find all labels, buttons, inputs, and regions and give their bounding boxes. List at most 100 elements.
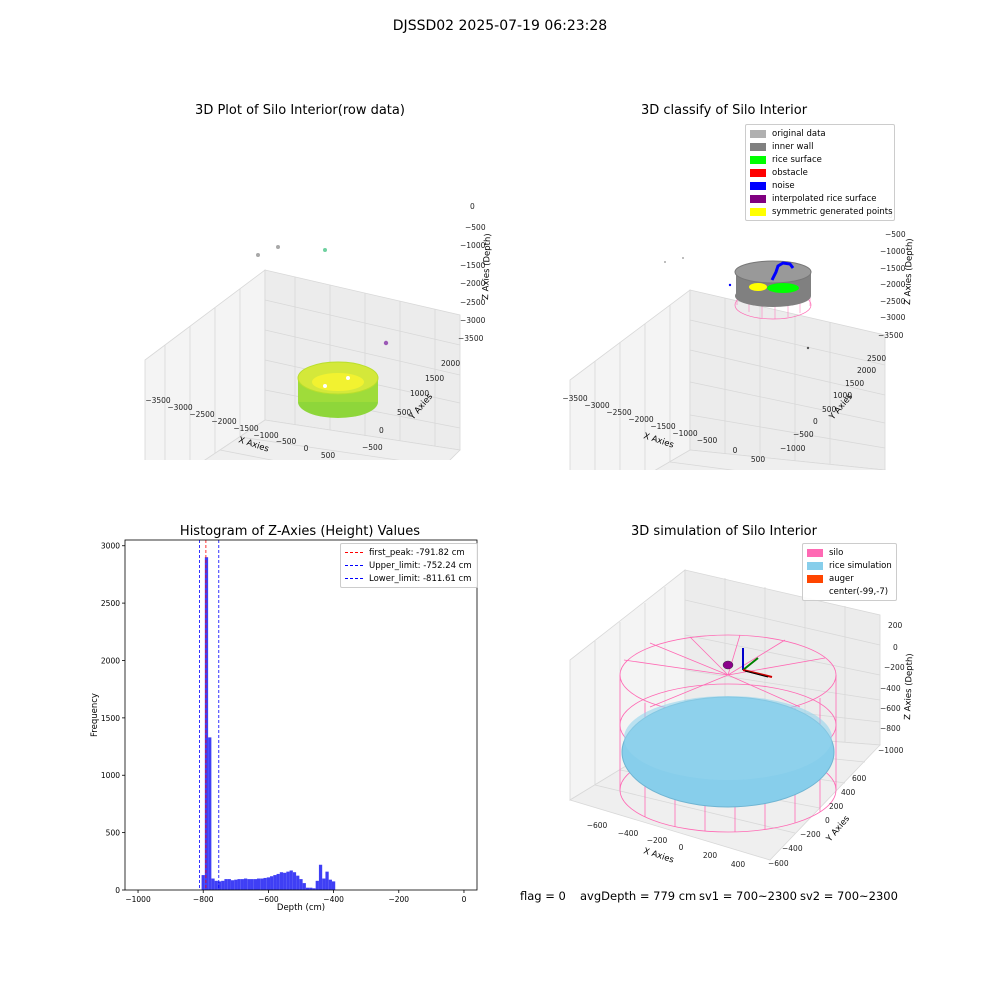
histogram-bar <box>250 879 254 890</box>
legend-item: silo <box>807 546 892 559</box>
svg-text:0: 0 <box>825 816 830 825</box>
legend-item: Lower_limit: -811.61 cm <box>345 572 473 585</box>
histogram-bar <box>240 879 244 890</box>
histogram-y-tick-label: 500 <box>106 829 121 838</box>
svg-text:−3000: −3000 <box>584 401 610 410</box>
histogram-bar <box>279 872 284 890</box>
histogram-bar <box>214 880 218 890</box>
svg-text:−500: −500 <box>276 437 297 446</box>
svg-text:−400: −400 <box>618 829 639 838</box>
classify-axes-box <box>569 289 886 470</box>
svg-text:−2000: −2000 <box>211 417 237 426</box>
histogram-bar <box>263 877 267 890</box>
legend-line <box>345 552 363 553</box>
svg-text:500: 500 <box>822 405 837 414</box>
histogram-bar <box>299 879 303 890</box>
classify-3d-plot[interactable]: −3500 −3000 −2500 −2000 −1500 −1000 −500… <box>500 120 1000 470</box>
legend-item: noise <box>750 179 890 192</box>
histogram-bar <box>247 879 251 890</box>
raw-x-ticks: −3500 −3000 −2500 −2000 −1500 −1000 −500… <box>145 396 335 460</box>
svg-text:200: 200 <box>829 802 844 811</box>
svg-text:−1000: −1000 <box>780 444 806 453</box>
svg-text:−2500: −2500 <box>880 297 906 306</box>
raw-y-ticks: −500 0 500 1000 1500 2000 <box>362 359 460 452</box>
histogram-bar <box>296 875 300 890</box>
svg-text:−800: −800 <box>880 724 901 733</box>
svg-text:−400: −400 <box>880 684 901 693</box>
legend-swatch <box>807 574 823 583</box>
histogram-y-tick-label: 2000 <box>101 656 120 665</box>
simulation-panel-title: 3D simulation of Silo Interior <box>631 524 817 539</box>
legend-swatch <box>750 142 766 151</box>
svg-text:−3500: −3500 <box>145 396 171 405</box>
svg-text:0: 0 <box>379 426 384 435</box>
legend-item: symmetric generated points <box>750 205 893 218</box>
svg-text:500: 500 <box>751 455 766 464</box>
histogram-x-tick-label: −1000 <box>125 895 151 904</box>
histogram-bar <box>322 878 326 890</box>
histogram-bar <box>243 878 248 890</box>
histogram-bar <box>315 880 319 890</box>
histogram-bar <box>230 880 235 890</box>
raw-3d-plot[interactable]: −3500 −3000 −2500 −2000 −1500 −1000 −500… <box>0 120 500 460</box>
svg-text:−3500: −3500 <box>878 331 904 340</box>
svg-text:−600: −600 <box>768 859 789 868</box>
svg-text:−600: −600 <box>587 821 608 830</box>
simulation-3d-plot[interactable]: −600 −400 −200 0 200 400 X Axies −600 −4… <box>500 540 1000 890</box>
histogram-bar <box>204 557 209 890</box>
histogram-title: Histogram of Z-Axies (Height) Values <box>179 524 421 539</box>
simulation-x-label: X Axies <box>642 846 675 865</box>
svg-text:200: 200 <box>888 621 903 630</box>
svg-text:−200: −200 <box>884 663 905 672</box>
histogram-bar <box>318 864 323 890</box>
svg-text:−1000: −1000 <box>672 429 698 438</box>
histogram-x-tick-label: −600 <box>258 895 279 904</box>
histogram-y-tick-label: 2500 <box>101 599 120 608</box>
svg-text:−2000: −2000 <box>460 279 486 288</box>
svg-text:1500: 1500 <box>845 379 864 388</box>
svg-text:400: 400 <box>731 860 746 869</box>
svg-text:−400: −400 <box>782 844 803 853</box>
svg-text:−3000: −3000 <box>460 316 486 325</box>
histogram-reference-lines <box>199 540 220 890</box>
svg-text:−500: −500 <box>362 443 383 452</box>
histogram-bar <box>224 879 228 890</box>
legend-swatch <box>807 548 823 557</box>
histogram-bar <box>331 881 336 890</box>
histogram-chart[interactable]: −1000 −800 −600 −400 −200 0 0 500 1000 1500 2000 2… <box>0 520 500 920</box>
legend-swatch <box>750 194 766 203</box>
svg-text:−1500: −1500 <box>460 261 486 270</box>
histogram-bar <box>208 737 212 890</box>
svg-text:200: 200 <box>703 851 718 860</box>
svg-text:1000: 1000 <box>833 391 852 400</box>
histogram-bar <box>328 879 332 890</box>
classify-y-ticks: −1000 −500 0 500 1000 1500 2000 2500 <box>780 354 886 453</box>
simulation-auger <box>722 660 734 670</box>
simulation-legend: silo rice simulation auger center(-99,-7… <box>802 543 897 601</box>
histogram-bar <box>217 881 222 890</box>
legend-item: rice surface <box>750 153 890 166</box>
legend-swatch <box>750 155 766 164</box>
histogram-bar <box>253 879 257 890</box>
svg-text:−2500: −2500 <box>606 408 632 417</box>
legend-item: inner wall <box>750 140 890 153</box>
legend-item: center(-99,-7) <box>807 585 892 598</box>
svg-text:−3500: −3500 <box>458 334 484 343</box>
legend-item: first_peak: -791.82 cm <box>345 546 473 559</box>
histogram-x-tick-label: −800 <box>193 895 214 904</box>
legend-item: interpolated rice surface <box>750 192 890 205</box>
histogram-bar <box>289 870 293 890</box>
raw-axes-box <box>144 269 461 460</box>
status-flag: flag = 0 <box>520 889 566 903</box>
legend-item: Upper_limit: -752.24 cm <box>345 559 473 572</box>
svg-text:−1000: −1000 <box>878 746 904 755</box>
simulation-z-ticks: 200 0 −200 −400 −600 −800 −1000 <box>878 621 905 755</box>
histogram-bar <box>227 879 231 890</box>
histogram-bar <box>305 887 310 890</box>
legend-swatch <box>750 168 766 177</box>
histogram-bar <box>273 875 277 890</box>
histogram-y-tick-label: 1500 <box>101 714 120 723</box>
classify-z-label: Z Axies (Depth) <box>903 238 915 305</box>
svg-text:−200: −200 <box>800 830 821 839</box>
svg-text:0: 0 <box>893 643 898 652</box>
